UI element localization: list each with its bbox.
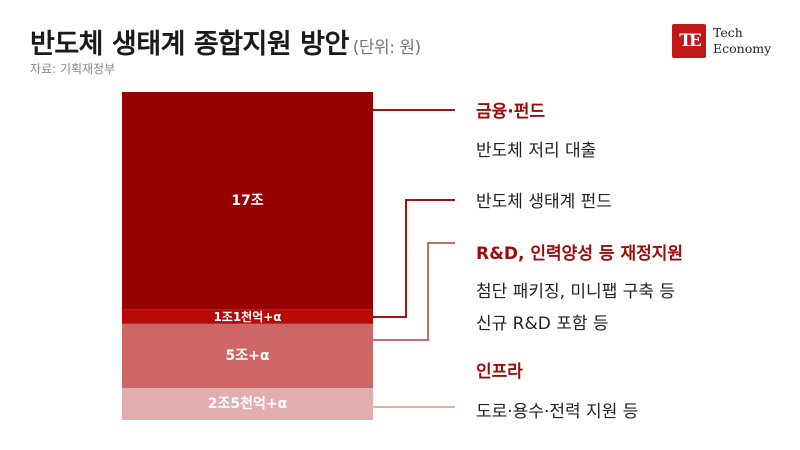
legend-finance-heading: 금융·펀드 — [476, 102, 546, 122]
unit-note: (단위: 원) — [352, 38, 421, 58]
tech-economy-logo: TE Tech Economy — [672, 24, 782, 60]
legend-rnd-item1: 첨단 패키징, 미니팹 구축 등 — [476, 282, 676, 302]
connector-finance-fund — [373, 199, 455, 318]
bar-label-3: 5조+α — [226, 348, 270, 364]
source-note: 자료: 기획재정부 — [30, 62, 116, 76]
bar-label-2: 1조1천억+α — [213, 309, 281, 324]
legend-rnd-heading: R&D, 인력양성 등 재정지원 — [476, 244, 683, 264]
legend-finance-item1: 반도체 저리 대출 — [476, 141, 597, 161]
bar-label-4: 2조5천억+α — [208, 396, 288, 412]
bar-segment-1 — [122, 92, 373, 310]
bar-segments: 17조 1조1천억+α 5조+α 2조5천억+α — [122, 92, 373, 420]
bar-segment-3 — [122, 323, 373, 388]
connector-rnd — [373, 242, 455, 341]
logo-text: Tech Economy — [713, 25, 771, 57]
legend-finance-item2: 반도체 생태계 펀드 — [476, 192, 612, 212]
legend-rnd-item2: 신규 R&D 포함 등 — [476, 314, 609, 334]
bar-segment-2 — [122, 309, 373, 324]
bar-label-1: 17조 — [231, 193, 263, 209]
logo-line2: Economy — [713, 41, 772, 56]
page-title-text: 반도체 생태계 종합지원 방안 — [30, 29, 349, 60]
legend-infra-heading: 인프라 — [476, 362, 523, 382]
bar-segment-4 — [122, 388, 373, 420]
page-title: 반도체 생태계 종합지원 방안 (단위: 원) — [30, 22, 421, 61]
logo-line1: Tech — [713, 25, 743, 40]
legend-infra-item1: 도로·용수·전력 지원 등 — [476, 402, 639, 422]
logo-mark-icon: TE — [672, 24, 706, 58]
connector-lines — [373, 109, 455, 408]
